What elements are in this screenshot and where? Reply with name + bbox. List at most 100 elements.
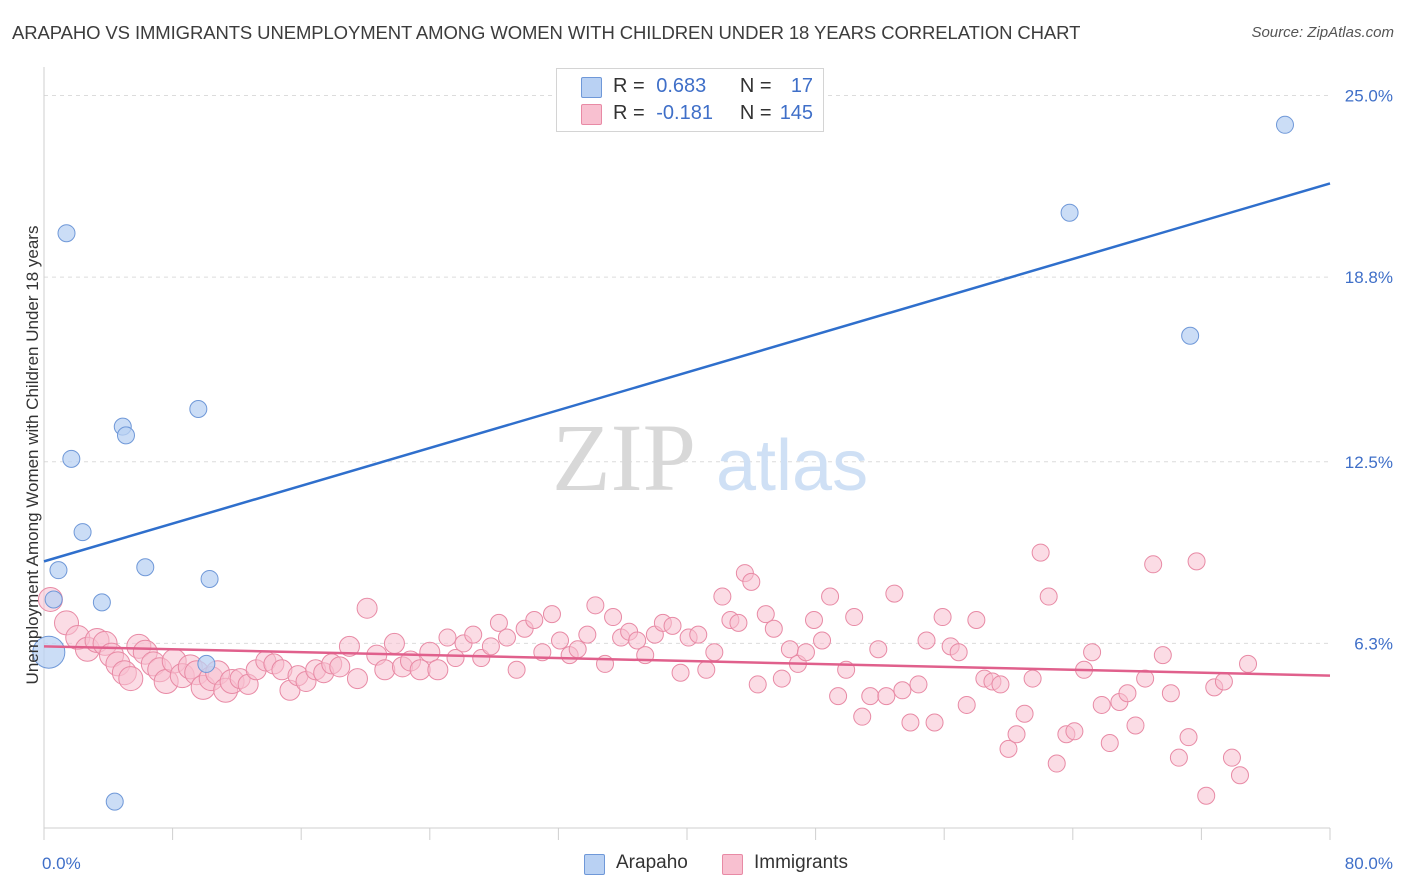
chart-title: ARAPAHO VS IMMIGRANTS UNEMPLOYMENT AMONG… <box>12 22 1081 43</box>
y-tick-label-0: 25.0% <box>1345 87 1393 106</box>
immigrants-point <box>869 640 888 659</box>
immigrants-point <box>861 687 880 706</box>
arapaho-point <box>49 561 68 580</box>
arapaho-legend-label: Arapaho <box>616 852 688 873</box>
immigrants-point <box>419 641 441 663</box>
legend-r-label: R = <box>613 75 645 97</box>
immigrants-point <box>551 631 570 650</box>
y-tick-labels: 25.0% 18.8% 12.5% 6.3% <box>1345 87 1393 654</box>
immigrants-point <box>1239 654 1258 673</box>
immigrants-point <box>1222 748 1241 767</box>
immigrants-point <box>796 643 815 662</box>
arapaho-point <box>105 792 124 811</box>
immigrants-point <box>756 605 775 624</box>
axes <box>43 67 1331 840</box>
legend-r-value-arapaho: 0.683 <box>656 75 707 97</box>
immigrants-points <box>37 543 1258 805</box>
y-axis-title: Unemployment Among Women with Children U… <box>23 226 42 685</box>
y-tick-label-1: 18.8% <box>1345 268 1393 287</box>
arapaho-point <box>1275 115 1294 134</box>
immigrants-point <box>813 631 832 650</box>
immigrants-point <box>1169 748 1188 767</box>
immigrants-point <box>957 695 976 714</box>
immigrants-swatch <box>581 104 602 125</box>
immigrants-point <box>1007 725 1026 744</box>
immigrants-point <box>427 659 449 681</box>
immigrants-point <box>933 608 952 627</box>
immigrants-point <box>446 649 465 668</box>
immigrants-point <box>346 668 368 690</box>
arapaho-point <box>197 654 216 673</box>
arapaho-points <box>32 115 1294 811</box>
immigrants-point <box>118 666 144 692</box>
y-tick-label-3: 6.3% <box>1354 634 1393 653</box>
watermark-zip: ZIP <box>552 404 696 511</box>
immigrants-point <box>829 687 848 706</box>
immigrants-point <box>671 663 690 682</box>
immigrants-point <box>356 597 378 619</box>
arapaho-point <box>92 593 111 612</box>
immigrants-point <box>697 660 716 679</box>
immigrants-point <box>586 596 605 615</box>
immigrants-point <box>542 605 561 624</box>
immigrants-point <box>1153 646 1172 665</box>
immigrants-point <box>1118 684 1137 703</box>
immigrants-point <box>578 625 597 644</box>
immigrants-point <box>1136 669 1155 688</box>
immigrants-point <box>764 619 783 638</box>
immigrants-point <box>713 587 732 606</box>
immigrants-point <box>729 613 748 632</box>
immigrants-point <box>464 625 483 644</box>
watermark-atlas: atlas <box>716 426 868 506</box>
immigrants-point <box>748 675 767 694</box>
immigrants-point <box>481 637 500 656</box>
arapaho-point <box>57 224 76 243</box>
arapaho-point <box>116 426 135 445</box>
immigrants-point <box>742 572 761 591</box>
immigrants-point <box>949 643 968 662</box>
immigrants-point <box>1197 786 1216 805</box>
arapaho-point <box>200 569 219 588</box>
arapaho-point <box>32 635 66 669</box>
x-tick-label-1: 80.0% <box>1345 854 1393 873</box>
stats-legend: R = 0.683 N = 17 R = -0.181 N = 145 <box>556 68 824 132</box>
immigrants-point <box>1015 704 1034 723</box>
immigrants-point <box>885 584 904 603</box>
arapaho-point <box>44 590 63 609</box>
immigrants-legend-swatch <box>722 854 743 875</box>
immigrants-point <box>999 739 1018 758</box>
immigrants-point <box>1092 695 1111 714</box>
immigrants-point <box>663 616 682 635</box>
immigrants-point <box>338 635 360 657</box>
watermark: ZIP atlas <box>552 404 868 511</box>
immigrants-trend-line <box>43 645 1331 677</box>
immigrants-point <box>525 610 544 629</box>
immigrants-point <box>845 608 864 627</box>
legend-r-label: R = <box>613 102 645 124</box>
immigrants-point <box>991 675 1010 694</box>
immigrants-point <box>893 681 912 700</box>
immigrants-point <box>604 608 623 627</box>
immigrants-point <box>689 625 708 644</box>
x-tick-labels: 0.0% 80.0% <box>42 854 1393 873</box>
immigrants-point <box>877 687 896 706</box>
arapaho-point <box>62 449 81 468</box>
immigrants-point <box>901 713 920 732</box>
immigrants-point <box>409 659 431 681</box>
arapaho-swatch <box>581 77 602 98</box>
immigrants-point <box>1144 555 1163 574</box>
immigrants-point <box>1214 672 1233 691</box>
immigrants-point <box>925 713 944 732</box>
legend-n-value-immigrants: 145 <box>779 102 814 124</box>
immigrants-point <box>1161 684 1180 703</box>
immigrants-point <box>705 643 724 662</box>
immigrants-point <box>967 610 986 629</box>
immigrants-point <box>568 640 587 659</box>
immigrants-point <box>909 675 928 694</box>
arapaho-legend-swatch <box>584 854 605 875</box>
trend-lines <box>43 182 1331 677</box>
arapaho-point <box>73 523 92 542</box>
grid-lines <box>44 95 1330 644</box>
y-tick-label-2: 12.5% <box>1345 453 1393 472</box>
